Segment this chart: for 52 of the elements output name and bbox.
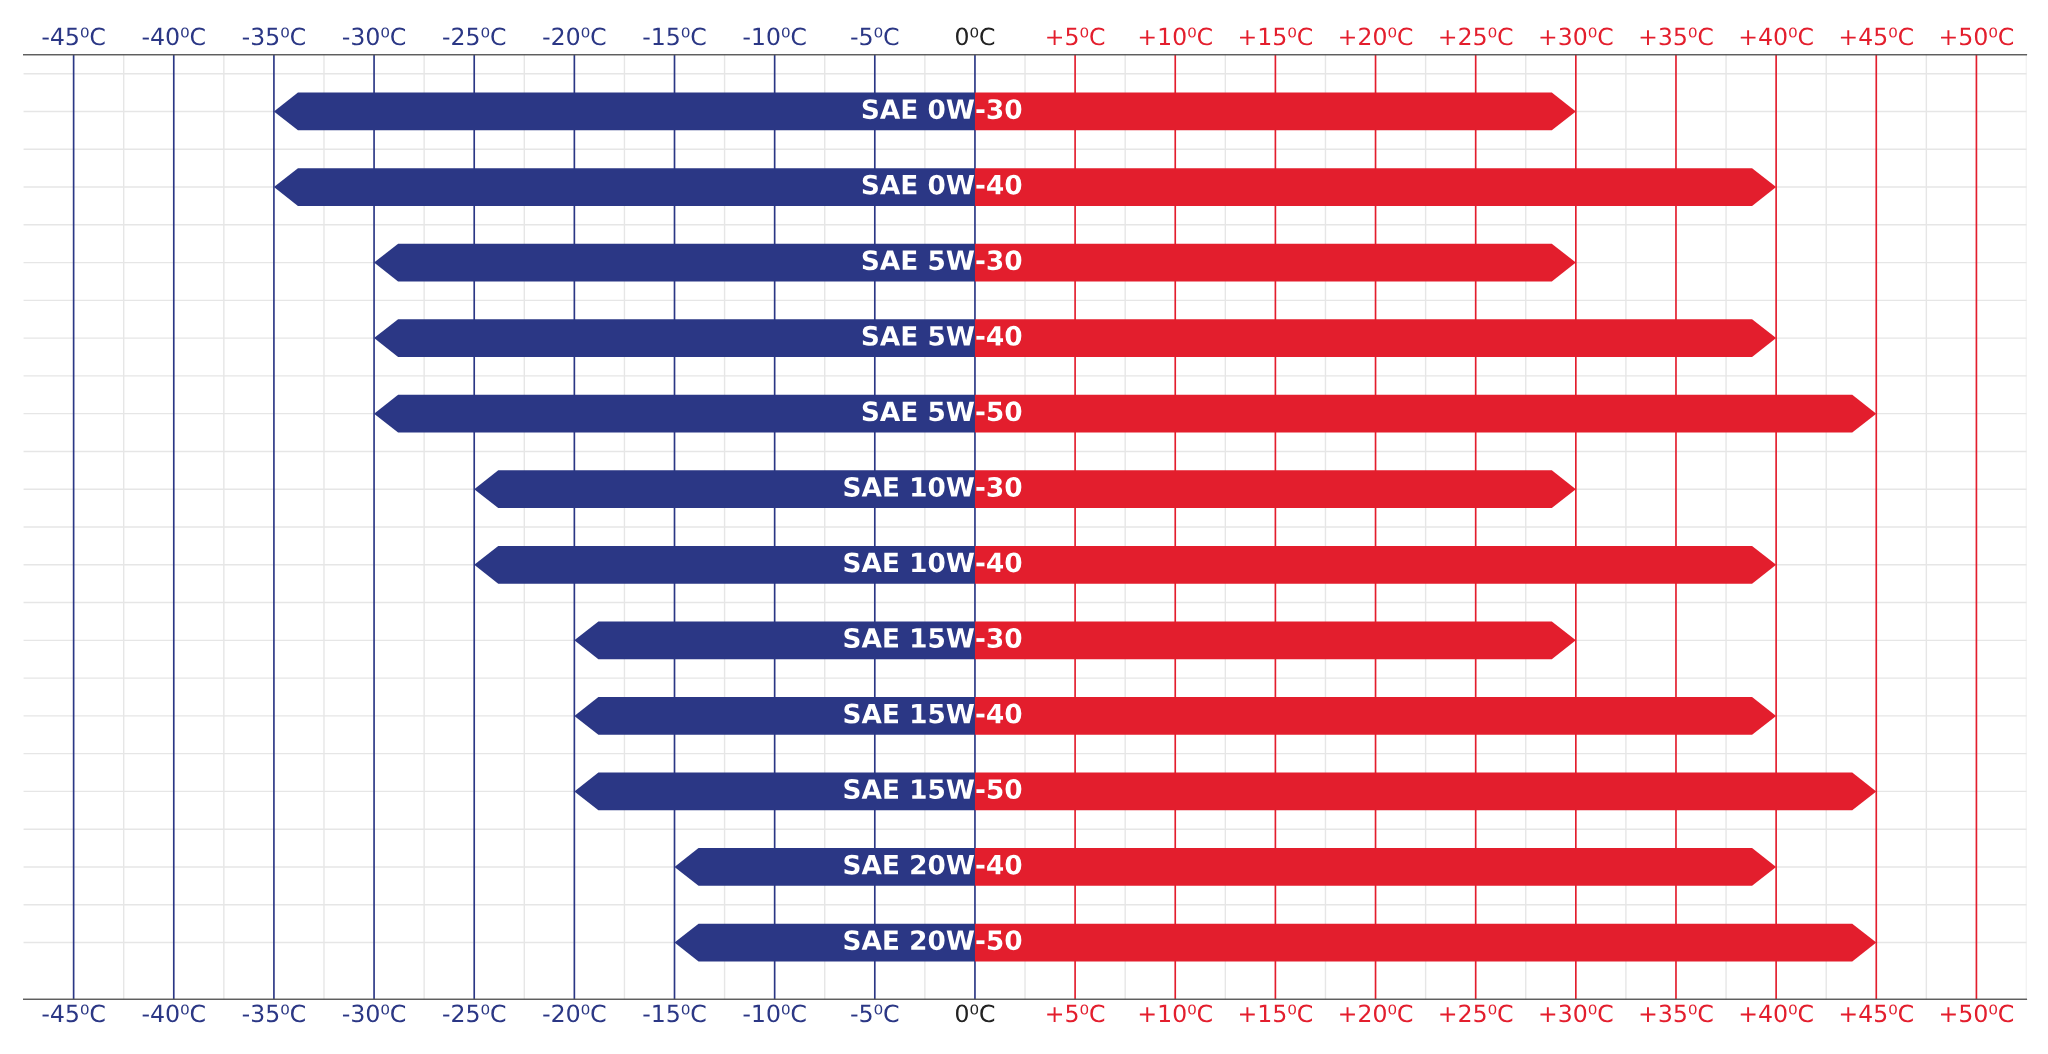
x2-tick-label: -10⁰C xyxy=(743,27,806,46)
y-tick-label: SAE 10W-40 xyxy=(844,552,1022,573)
x-tick-label: -20⁰C xyxy=(543,1004,606,1023)
y-tick-label: SAE 20W-50 xyxy=(844,930,1022,951)
x2-tick-label: -5⁰C xyxy=(851,27,899,46)
x2-tick-label: -45⁰C xyxy=(42,27,105,46)
x2-tick-label: -35⁰C xyxy=(242,27,305,46)
x-tick-label: -35⁰C xyxy=(242,1004,305,1023)
y-tick-label: SAE 5W-40 xyxy=(862,325,1022,346)
x-tick-label: -45⁰C xyxy=(42,1004,105,1023)
x2-tick-label: +10⁰C xyxy=(1139,27,1212,46)
y-tick-label: SAE 0W-40 xyxy=(862,174,1022,195)
y-tick-label: SAE 5W-30 xyxy=(862,250,1022,271)
x-tick-label: 0⁰C xyxy=(956,1004,995,1023)
x-tick-label: +5⁰C xyxy=(1047,1004,1105,1023)
x-tick-label: -30⁰C xyxy=(342,1004,406,1023)
x2-tick-label: -15⁰C xyxy=(643,27,706,46)
x2-tick-label: +5⁰C xyxy=(1047,27,1105,46)
x2-tick-label: -30⁰C xyxy=(342,27,406,46)
x-tick-label: +45⁰C xyxy=(1840,1004,1913,1023)
x2-tick-label: +25⁰C xyxy=(1440,27,1513,46)
y-tick-label: SAE 15W-30 xyxy=(844,628,1022,648)
x-tick-label: +25⁰C xyxy=(1440,1004,1513,1023)
x2-tick-label: +45⁰C xyxy=(1840,27,1913,46)
x2-tick-label: -40⁰C xyxy=(142,27,205,46)
x-tick-label: -5⁰C xyxy=(851,1004,899,1023)
x2-tick-label: +35⁰C xyxy=(1640,27,1713,46)
x-tick-label: +35⁰C xyxy=(1640,1004,1713,1023)
x2-tick-label: +20⁰C xyxy=(1340,27,1413,46)
x2-tick-label: -20⁰C xyxy=(543,27,606,46)
x2-tick-label: +30⁰C xyxy=(1540,27,1613,46)
y-tick-label: SAE 10W-30 xyxy=(844,476,1022,497)
x-tick-label: +30⁰C xyxy=(1540,1004,1613,1023)
x2-tick-label: 0⁰C xyxy=(956,27,995,46)
x-tick-label: +40⁰C xyxy=(1740,1004,1813,1023)
y-tick-label: SAE 15W-40 xyxy=(844,703,1022,724)
y-tick-label: SAE 15W-50 xyxy=(844,779,1022,800)
x-tick-label: +15⁰C xyxy=(1240,1004,1312,1023)
x-tick-label: -15⁰C xyxy=(643,1004,706,1023)
x2-tick-label: +15⁰C xyxy=(1240,27,1312,46)
x-tick-label: -25⁰C xyxy=(443,1004,506,1023)
x-tick-label: +20⁰C xyxy=(1340,1004,1413,1023)
x2-tick-label: +40⁰C xyxy=(1740,27,1813,46)
x-tick-label: +50⁰C xyxy=(1941,1004,2014,1023)
x-tick-label: +10⁰C xyxy=(1139,1004,1212,1023)
x2-tick-label: +50⁰C xyxy=(1941,27,2014,46)
x-tick-label: -40⁰C xyxy=(142,1004,205,1023)
x2-tick-label: -25⁰C xyxy=(443,27,506,46)
y-tick-label: SAE 5W-50 xyxy=(862,401,1022,422)
x-tick-label: -10⁰C xyxy=(743,1004,806,1023)
y-tick-label: SAE 20W-40 xyxy=(844,854,1022,875)
y-tick-label: SAE 0W-30 xyxy=(862,99,1022,120)
